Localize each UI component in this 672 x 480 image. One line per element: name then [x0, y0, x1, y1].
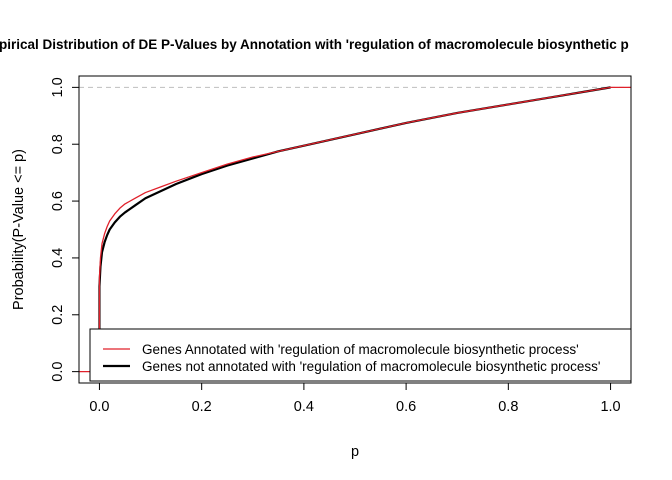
y-tick-label: 0.8 [50, 134, 66, 154]
x-tick-label: 1.0 [600, 399, 620, 415]
y-tick-label: 0.6 [50, 191, 66, 211]
x-tick-label: 0.0 [89, 399, 109, 415]
x-tick-label: 0.6 [396, 399, 416, 415]
legend-box [89, 328, 632, 382]
chart-title: pirical Distribution of DE P-Values by A… [0, 37, 629, 52]
y-axis-label: Probability(P-Value <= p) [11, 149, 27, 310]
series-line-1 [79, 86, 631, 373]
x-tick-label: 0.2 [192, 399, 212, 415]
legend-label-2: Genes not annotated with 'regulation of … [142, 359, 600, 374]
plot-area [79, 86, 631, 373]
legend: Genes Annotated with 'regulation of macr… [89, 328, 632, 382]
y-tick-label: 0.2 [50, 305, 66, 325]
x-tick-label: 0.4 [294, 399, 314, 415]
x-tick-label: 0.8 [498, 399, 518, 415]
y-tick-label: 0.0 [50, 362, 66, 382]
y-tick-label: 1.0 [50, 77, 66, 97]
legend-label-1: Genes Annotated with 'regulation of macr… [142, 342, 579, 357]
y-tick-label: 0.4 [50, 248, 66, 268]
y-axis: 0.0 0.2 0.4 0.6 0.8 1.0 [50, 77, 80, 382]
x-axis: 0.0 0.2 0.4 0.6 0.8 1.0 [89, 382, 621, 415]
x-axis-label: p [351, 444, 359, 460]
